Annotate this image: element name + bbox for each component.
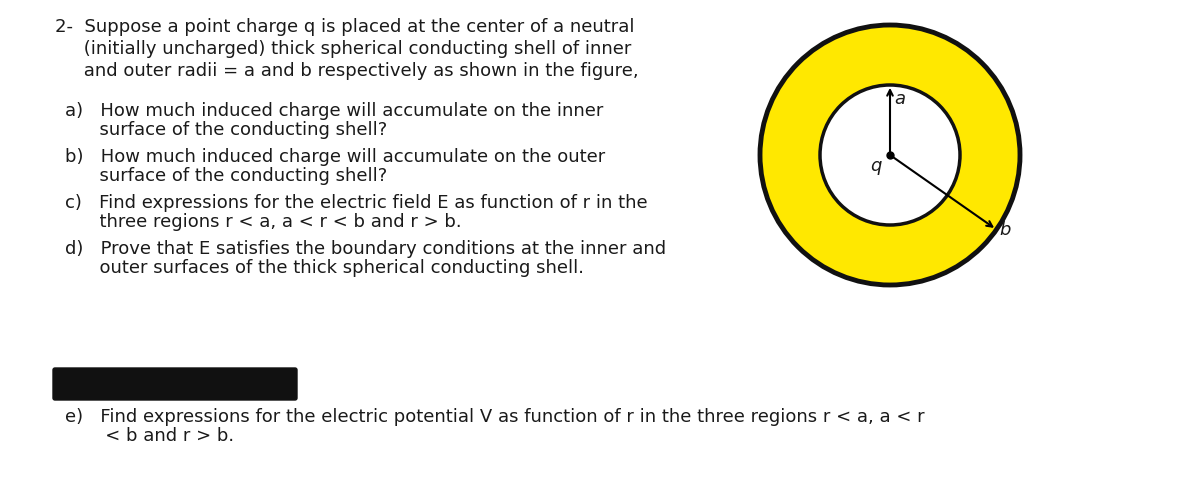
- Text: surface of the conducting shell?: surface of the conducting shell?: [65, 167, 388, 185]
- FancyBboxPatch shape: [53, 368, 298, 400]
- Text: c)   Find expressions for the electric field E as function of r in the: c) Find expressions for the electric fie…: [65, 194, 648, 212]
- Text: < b and r > b.: < b and r > b.: [65, 427, 234, 445]
- Circle shape: [760, 25, 1020, 285]
- Text: three regions r < a, a < r < b and r > b.: three regions r < a, a < r < b and r > b…: [65, 213, 462, 231]
- Text: outer surfaces of the thick spherical conducting shell.: outer surfaces of the thick spherical co…: [65, 259, 584, 277]
- Circle shape: [820, 85, 960, 225]
- Text: a: a: [894, 90, 905, 108]
- Text: 2-  Suppose a point charge q is placed at the center of a neutral: 2- Suppose a point charge q is placed at…: [55, 18, 635, 36]
- Text: e)   Find expressions for the electric potential V as function of r in the three: e) Find expressions for the electric pot…: [65, 408, 925, 426]
- Text: surface of the conducting shell?: surface of the conducting shell?: [65, 121, 388, 139]
- Text: and outer radii = a and b respectively as shown in the figure,: and outer radii = a and b respectively a…: [55, 62, 638, 80]
- Text: a)   How much induced charge will accumulate on the inner: a) How much induced charge will accumula…: [65, 102, 604, 120]
- Text: b: b: [1000, 221, 1010, 239]
- Text: (initially uncharged) thick spherical conducting shell of inner: (initially uncharged) thick spherical co…: [55, 40, 631, 58]
- Text: d)   Prove that E satisfies the boundary conditions at the inner and: d) Prove that E satisfies the boundary c…: [65, 240, 666, 258]
- Text: b)   How much induced charge will accumulate on the outer: b) How much induced charge will accumula…: [65, 148, 605, 166]
- Text: q: q: [871, 157, 882, 175]
